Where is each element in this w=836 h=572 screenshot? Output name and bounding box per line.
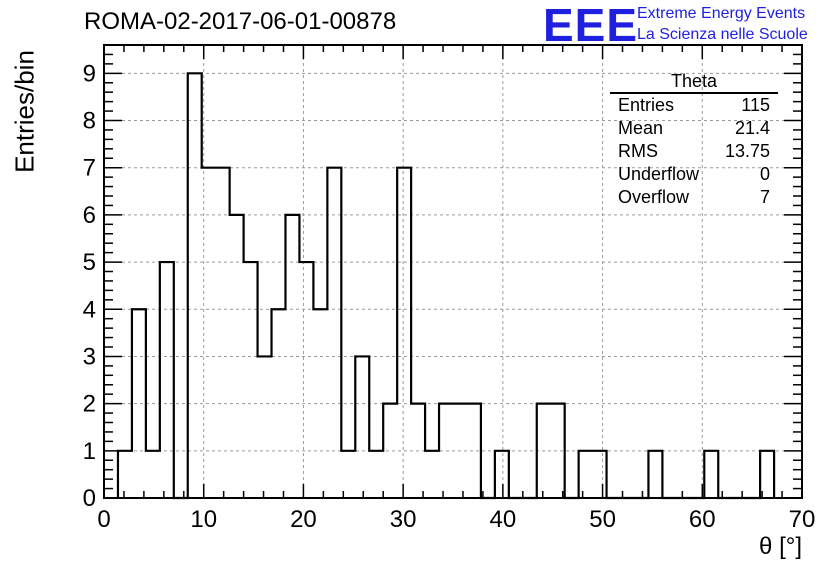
stats-label: Underflow: [618, 164, 700, 184]
stats-value: 0: [759, 164, 770, 184]
stats-row-rms: RMS 13.75: [610, 140, 778, 163]
y-axis-label: Entries/bin: [9, 50, 40, 173]
logo-line-1: Extreme Energy Events: [637, 5, 806, 22]
histogram-bin: [244, 262, 258, 498]
stats-label: Mean: [618, 118, 664, 138]
stats-label: Overflow: [618, 187, 690, 207]
histogram-bin: [425, 451, 439, 498]
stats-title: Theta: [610, 70, 778, 94]
logo-line-2: La Scienza nelle Scuole: [637, 26, 808, 43]
stats-row-overflow: Overflow 7: [610, 186, 778, 209]
chart-title: ROMA-02-2017-06-01-00878: [84, 8, 397, 35]
histogram-bin: [760, 451, 774, 498]
stats-row-mean: Mean 21.4: [610, 117, 778, 140]
y-tick-label: 7: [83, 155, 96, 182]
histogram-bin: [397, 168, 411, 498]
stats-value: 115: [741, 95, 770, 115]
x-tick-label: 70: [789, 506, 816, 533]
histogram-bin: [593, 451, 607, 498]
histogram-bin: [118, 451, 132, 498]
stats-box: Theta Entries 115 Mean 21.4 RMS 13.75 Un…: [610, 70, 778, 209]
stats-label: Entries: [618, 95, 675, 115]
y-tick-label: 2: [83, 391, 96, 418]
histogram-bin: [258, 356, 272, 498]
histogram-bin: [355, 356, 369, 498]
logo-text: Extreme Energy Events La Scienza nelle S…: [637, 3, 808, 45]
x-tick-label: 10: [190, 506, 217, 533]
histogram-bin: [188, 73, 202, 498]
stats-label: RMS: [618, 141, 658, 161]
stats-value: 21.4: [734, 118, 770, 138]
histogram-bin: [704, 451, 718, 498]
histogram-bin: [495, 451, 509, 498]
stats-row-entries: Entries 115: [610, 94, 778, 117]
y-tick-label: 0: [83, 485, 96, 512]
histogram-bin: [299, 262, 313, 498]
histogram-bin: [383, 404, 397, 498]
histogram-bin: [369, 451, 383, 498]
x-tick-label: 60: [689, 506, 716, 533]
x-tick-label: 0: [97, 506, 110, 533]
stats-row-underflow: Underflow 0: [610, 163, 778, 186]
x-tick-label: 40: [490, 506, 517, 533]
eee-logo: EEE: [543, 0, 639, 51]
y-tick-label: 8: [83, 108, 96, 135]
stats-value: 7: [759, 187, 770, 207]
histogram-bin: [327, 168, 341, 498]
y-tick-label: 9: [83, 60, 96, 87]
x-tick-label: 50: [589, 506, 616, 533]
histogram-outline: [116, 72, 776, 500]
stats-value: 13.75: [724, 141, 770, 161]
histogram-bin: [648, 451, 662, 498]
histogram-bin: [146, 451, 160, 498]
y-tick-label: 6: [83, 202, 96, 229]
histogram-bin: [579, 451, 593, 498]
y-tick-label: 4: [83, 296, 96, 323]
y-tick-label: 1: [83, 438, 96, 465]
y-tick-label: 5: [83, 249, 96, 276]
x-tick-label: 20: [290, 506, 317, 533]
histogram-bin: [341, 451, 355, 498]
x-axis-label: θ [°]: [759, 533, 802, 560]
histogram-bin: [160, 262, 174, 498]
y-tick-label: 3: [83, 343, 96, 370]
histogram-bin: [216, 168, 230, 498]
x-tick-label: 30: [390, 506, 417, 533]
